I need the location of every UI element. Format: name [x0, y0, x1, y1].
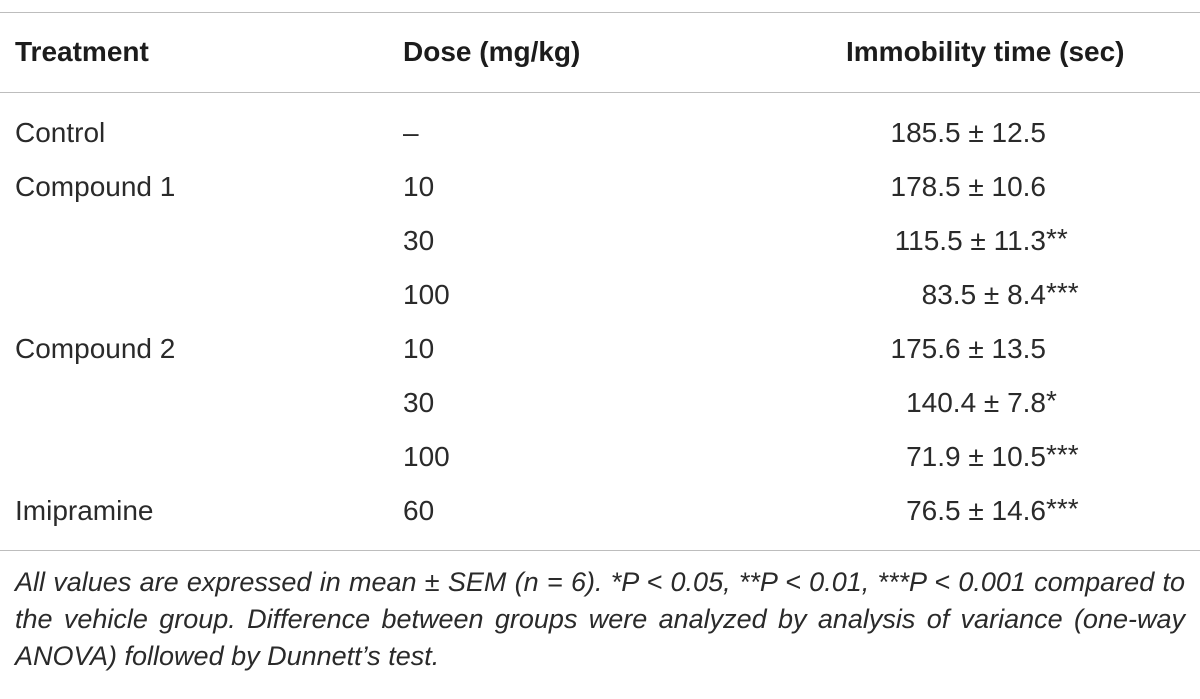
- table-row: Control – 185.5 ± 12.5: [0, 115, 1200, 169]
- dose-cell: 30: [403, 387, 435, 418]
- significance-mark: ***: [1046, 439, 1079, 470]
- immobility-value: 71.9 ± 10.5: [906, 441, 1046, 472]
- treatment-cell: Compound 2: [15, 333, 176, 364]
- significance-mark: ***: [1046, 493, 1079, 524]
- immobility-cell: 140.4 ± 7.8 *: [846, 385, 1057, 421]
- immobility-cell: 76.5 ± 14.6 ***: [846, 493, 1079, 529]
- immobility-cell: 83.5 ± 8.4 ***: [846, 277, 1079, 313]
- immobility-cell: 185.5 ± 12.5: [846, 115, 1047, 151]
- significance-mark: ***: [1046, 277, 1079, 308]
- table-footnote: All values are expressed in mean ± SEM (…: [15, 567, 1185, 671]
- immobility-value: 178.5 ± 10.6: [890, 171, 1047, 202]
- treatment-cell: Imipramine: [15, 495, 154, 526]
- dose-cell: 10: [403, 333, 435, 364]
- immobility-value: 83.5 ± 8.4: [921, 279, 1046, 310]
- header-dose: Dose (mg/kg): [403, 36, 581, 67]
- table-row: 100 83.5 ± 8.4 ***: [0, 277, 1200, 331]
- dose-cell: –: [403, 117, 419, 148]
- table-row: 100 71.9 ± 10.5 ***: [0, 439, 1200, 493]
- immobility-value: 175.6 ± 13.5: [890, 333, 1047, 364]
- header-immobility-time: Immobility time (sec): [846, 36, 1125, 67]
- immobility-cell: 71.9 ± 10.5 ***: [846, 439, 1079, 475]
- header-rule: [0, 92, 1200, 93]
- immobility-value: 185.5 ± 12.5: [890, 117, 1047, 148]
- significance-mark: **: [1046, 223, 1068, 254]
- immobility-value: 115.5 ± 11.3: [894, 225, 1046, 256]
- table-row: 30 115.5 ± 11.3 **: [0, 223, 1200, 277]
- immobility-cell: 115.5 ± 11.3 **: [846, 223, 1068, 259]
- table-row: 30 140.4 ± 7.8 *: [0, 385, 1200, 439]
- immobility-cell: 175.6 ± 13.5: [846, 331, 1047, 367]
- dose-cell: 30: [403, 225, 435, 256]
- treatment-cell: Compound 1: [15, 171, 176, 202]
- dose-cell: 10: [403, 171, 435, 202]
- table-row: Compound 1 10 178.5 ± 10.6: [0, 169, 1200, 223]
- table-bottom-rule: [0, 550, 1200, 551]
- immobility-cell: 178.5 ± 10.6: [846, 169, 1047, 205]
- immobility-value: 140.4 ± 7.8: [906, 387, 1046, 418]
- immobility-value: 76.5 ± 14.6: [906, 495, 1046, 526]
- table-row: Compound 2 10 175.6 ± 13.5: [0, 331, 1200, 385]
- table-row: Imipramine 60 76.5 ± 14.6 ***: [0, 493, 1200, 547]
- treatment-cell: Control: [15, 117, 106, 148]
- header-treatment: Treatment: [15, 36, 149, 67]
- table-top-rule: [0, 12, 1200, 13]
- dose-cell: 100: [403, 441, 450, 472]
- dose-cell: 100: [403, 279, 450, 310]
- significance-mark: *: [1046, 385, 1057, 416]
- dose-cell: 60: [403, 495, 435, 526]
